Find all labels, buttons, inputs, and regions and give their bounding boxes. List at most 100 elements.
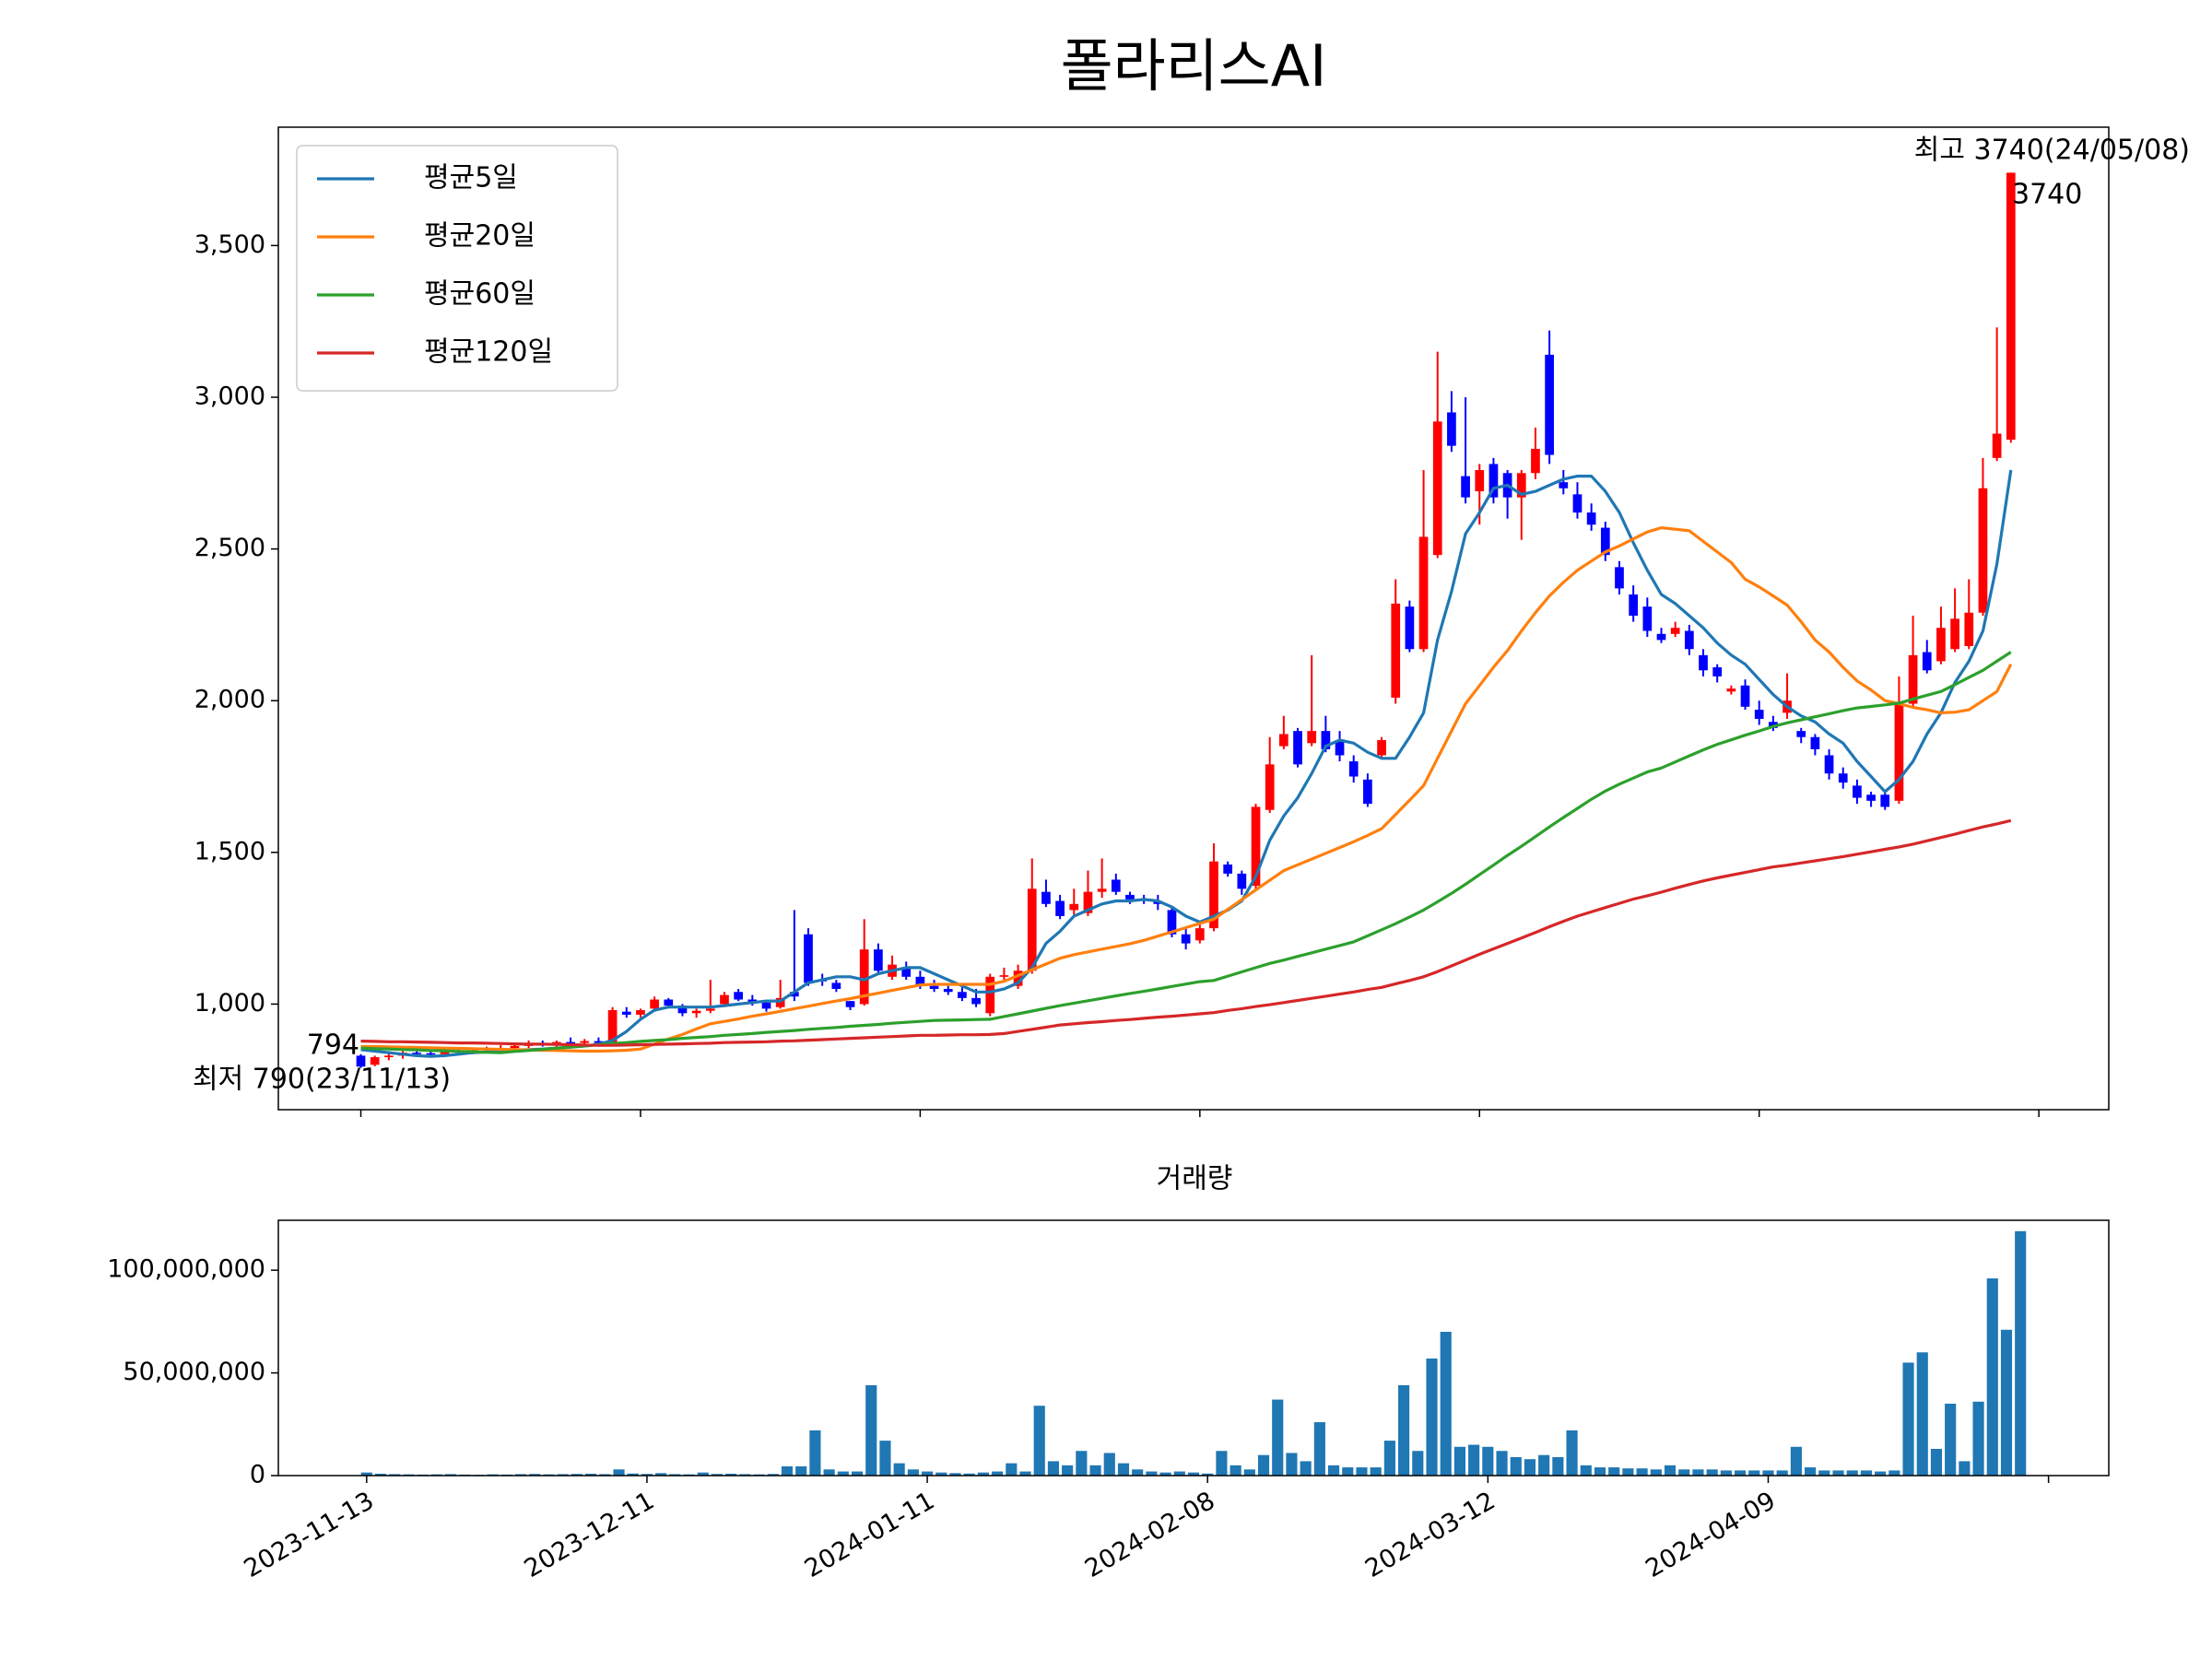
volume-bar <box>1103 1453 1115 1476</box>
candle-body <box>370 1057 380 1065</box>
volume-bar <box>1342 1467 1354 1476</box>
candle-body <box>1405 606 1415 650</box>
candle-body <box>691 1010 701 1014</box>
candle-body <box>1559 482 1569 488</box>
candle-body <box>1265 764 1275 810</box>
volume-bar <box>627 1473 639 1476</box>
volume-bar <box>1117 1463 1130 1476</box>
volume-bar <box>1272 1399 1284 1476</box>
candle-body <box>1125 894 1135 900</box>
candle-body <box>566 1041 575 1044</box>
candle-body <box>664 999 674 1006</box>
x-tick-label: 2023-11-13 <box>240 1487 379 1583</box>
volume-bar <box>1243 1469 1255 1476</box>
candle-body <box>1908 654 1918 704</box>
legend-box <box>296 145 618 392</box>
candle-body <box>1041 891 1051 904</box>
candle-body <box>1531 448 1540 474</box>
last-value-label: 3740 <box>2012 179 2082 211</box>
candle-body <box>1447 412 1456 446</box>
candle-body <box>1615 567 1624 589</box>
volume-bar <box>1762 1470 1774 1476</box>
volume-bar <box>374 1473 387 1476</box>
candle-body <box>1545 354 1554 455</box>
volume-bar <box>992 1471 1004 1476</box>
candle-body <box>1516 473 1526 498</box>
volume-bar <box>2015 1230 2027 1476</box>
candle-body <box>1670 628 1680 634</box>
volume-bar <box>1552 1456 1564 1476</box>
y-tick-label: 100,000,000 <box>107 1255 265 1284</box>
candle-body <box>734 992 744 1000</box>
candle-body <box>1572 494 1583 513</box>
x-tick-label: 2024-01-11 <box>800 1487 939 1583</box>
ma-line <box>360 469 2013 1058</box>
high-annotation: 최고 3740(24/05/08) <box>1914 135 2190 167</box>
candle-body <box>1629 594 1639 617</box>
volume-bar <box>1496 1451 1508 1476</box>
candle-body <box>1684 630 1694 650</box>
x-tick-label: 2024-04-09 <box>1641 1487 1780 1583</box>
volume-bar <box>1426 1358 1438 1476</box>
volume-bar <box>1902 1362 1914 1476</box>
volume-bar <box>1608 1467 1620 1476</box>
candle-body <box>971 997 981 1005</box>
candle-body <box>1083 891 1093 913</box>
volume-bar <box>725 1473 737 1476</box>
volume-bar <box>1748 1470 1760 1476</box>
volume-bar <box>2000 1329 2013 1476</box>
y-tick-label: 0 <box>250 1461 265 1489</box>
candle-body <box>845 1001 855 1007</box>
candle-body <box>804 934 813 983</box>
legend-label: 평균120일 <box>424 336 553 369</box>
volume-bar <box>1566 1430 1578 1476</box>
candle-body <box>1279 734 1288 747</box>
volume-bar <box>1594 1467 1606 1476</box>
candle-body <box>1880 794 1890 807</box>
volume-bar <box>1173 1471 1185 1476</box>
candle-body <box>1824 755 1834 774</box>
volume-bar <box>1132 1469 1144 1476</box>
volume-bar <box>1832 1470 1844 1476</box>
y-tick-label: 3,000 <box>194 382 265 411</box>
chart-title: 폴라리스AI <box>1061 32 1327 100</box>
volume-bar <box>1468 1444 1480 1476</box>
candle-body <box>1167 910 1177 935</box>
candle-body <box>1656 633 1666 641</box>
candle-body <box>1922 652 1932 671</box>
volume-bar <box>1187 1472 1200 1476</box>
y-tick-label: 3,500 <box>194 230 265 259</box>
candle-body <box>1740 685 1750 707</box>
candle-body <box>761 1002 771 1009</box>
volume-bar <box>1846 1470 1858 1476</box>
candle-body <box>384 1055 394 1058</box>
volume-bar <box>557 1474 569 1476</box>
volume-bar <box>837 1471 849 1476</box>
candle-body <box>958 992 967 998</box>
candle-body <box>1461 476 1470 498</box>
candle-body <box>1950 618 1959 650</box>
volume-bar <box>1776 1470 1788 1476</box>
volume-bar <box>1622 1468 1634 1476</box>
candle-body <box>1992 433 2002 458</box>
candle-body <box>1600 527 1610 556</box>
volume-bar <box>613 1469 625 1476</box>
candle-body <box>1810 736 1820 749</box>
volume-bar <box>444 1474 457 1476</box>
volume-bar <box>1734 1470 1747 1476</box>
y-tick-label: 1,500 <box>194 837 265 865</box>
volume-bar <box>1019 1471 1031 1476</box>
volume-bar <box>599 1474 611 1476</box>
candle-body <box>999 975 1009 977</box>
volume-bar <box>1383 1441 1395 1476</box>
volume-bar <box>389 1474 401 1476</box>
volume-bar <box>1159 1472 1171 1476</box>
volume-bar <box>641 1474 653 1476</box>
candle-body <box>1223 864 1233 874</box>
volume-bar <box>809 1430 821 1476</box>
candle-body <box>1936 628 1946 662</box>
candle-body <box>636 1010 645 1015</box>
candle-body <box>1111 879 1121 892</box>
candle-body <box>650 999 659 1009</box>
